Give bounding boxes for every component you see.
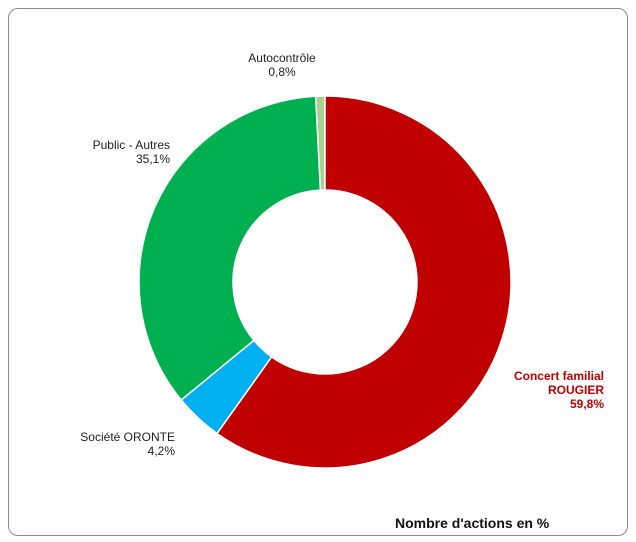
slice-rougier (215, 95, 512, 469)
slice-public (138, 95, 322, 402)
slice-label-autocontrole-value: 0,8% (268, 65, 296, 79)
slice-label-rougier-name-2: ROUGIER (547, 383, 604, 397)
slice-label-public: Public - Autres 35,1% (60, 138, 170, 166)
slice-label-oronte-name: Société ORONTE (80, 430, 175, 444)
slice-label-autocontrole-name: Autocontrôle (248, 51, 316, 65)
slice-label-oronte-value: 4,2% (147, 444, 175, 458)
slice-label-oronte: Société ORONTE 4,2% (40, 430, 175, 458)
slice-label-public-name: Public - Autres (92, 138, 170, 152)
slice-label-autocontrole: Autocontrôle 0,8% (232, 51, 332, 79)
chart-title: Nombre d'actions en % (395, 515, 550, 531)
slice-label-rougier-name-1: Concert familial (513, 369, 604, 383)
slice-label-rougier: Concert familial ROUGIER 59,8% (478, 369, 604, 411)
slice-label-rougier-value: 59,8% (569, 397, 604, 411)
slice-label-public-value: 35,1% (135, 152, 170, 166)
